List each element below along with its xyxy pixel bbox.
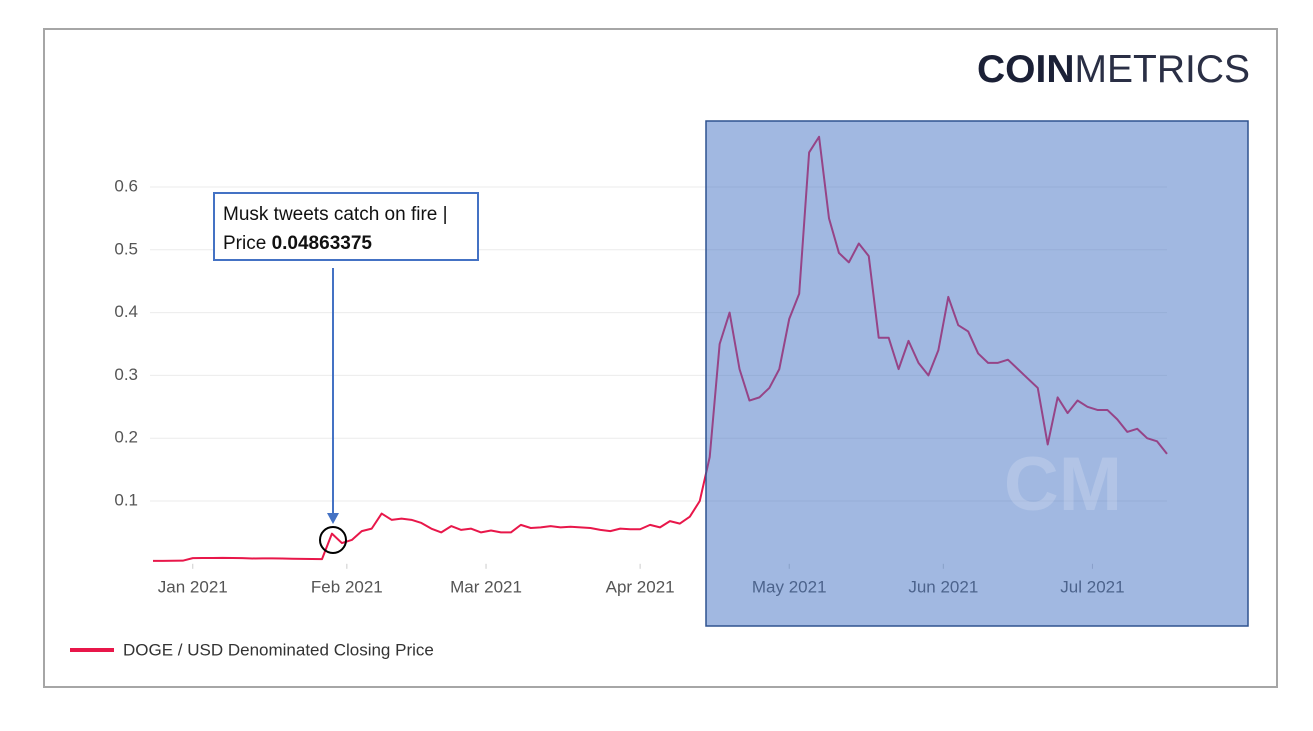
x-tick-label: Feb 2021 xyxy=(311,577,383,596)
y-tick-label: 0.3 xyxy=(114,365,138,384)
legend-label: DOGE / USD Denominated Closing Price xyxy=(123,640,434,659)
watermark: CM xyxy=(1004,442,1122,527)
annotation-price: 0.04863375 xyxy=(271,233,372,254)
x-tick-label: Mar 2021 xyxy=(450,577,522,596)
x-tick-label: Jan 2021 xyxy=(158,577,228,596)
y-tick-label: 0.1 xyxy=(114,490,138,509)
y-tick-label: 0.5 xyxy=(114,239,138,258)
y-tick-label: 0.4 xyxy=(114,302,138,321)
logo: COINMETRICS xyxy=(977,48,1250,91)
logo-bold: COIN xyxy=(977,48,1075,91)
annotation-text: Musk tweets catch on fire | Price xyxy=(223,204,448,254)
y-tick-label: 0.6 xyxy=(114,176,138,195)
highlight-box xyxy=(705,120,1249,627)
logo-light: METRICS xyxy=(1075,48,1251,91)
y-tick-label: 0.2 xyxy=(114,428,138,447)
point-highlight xyxy=(319,526,347,554)
x-tick-label: Apr 2021 xyxy=(606,577,675,596)
legend: DOGE / USD Denominated Closing Price xyxy=(70,640,434,659)
arrow-head xyxy=(327,513,339,524)
annotation: Musk tweets catch on fire | Price 0.0486… xyxy=(213,192,479,261)
